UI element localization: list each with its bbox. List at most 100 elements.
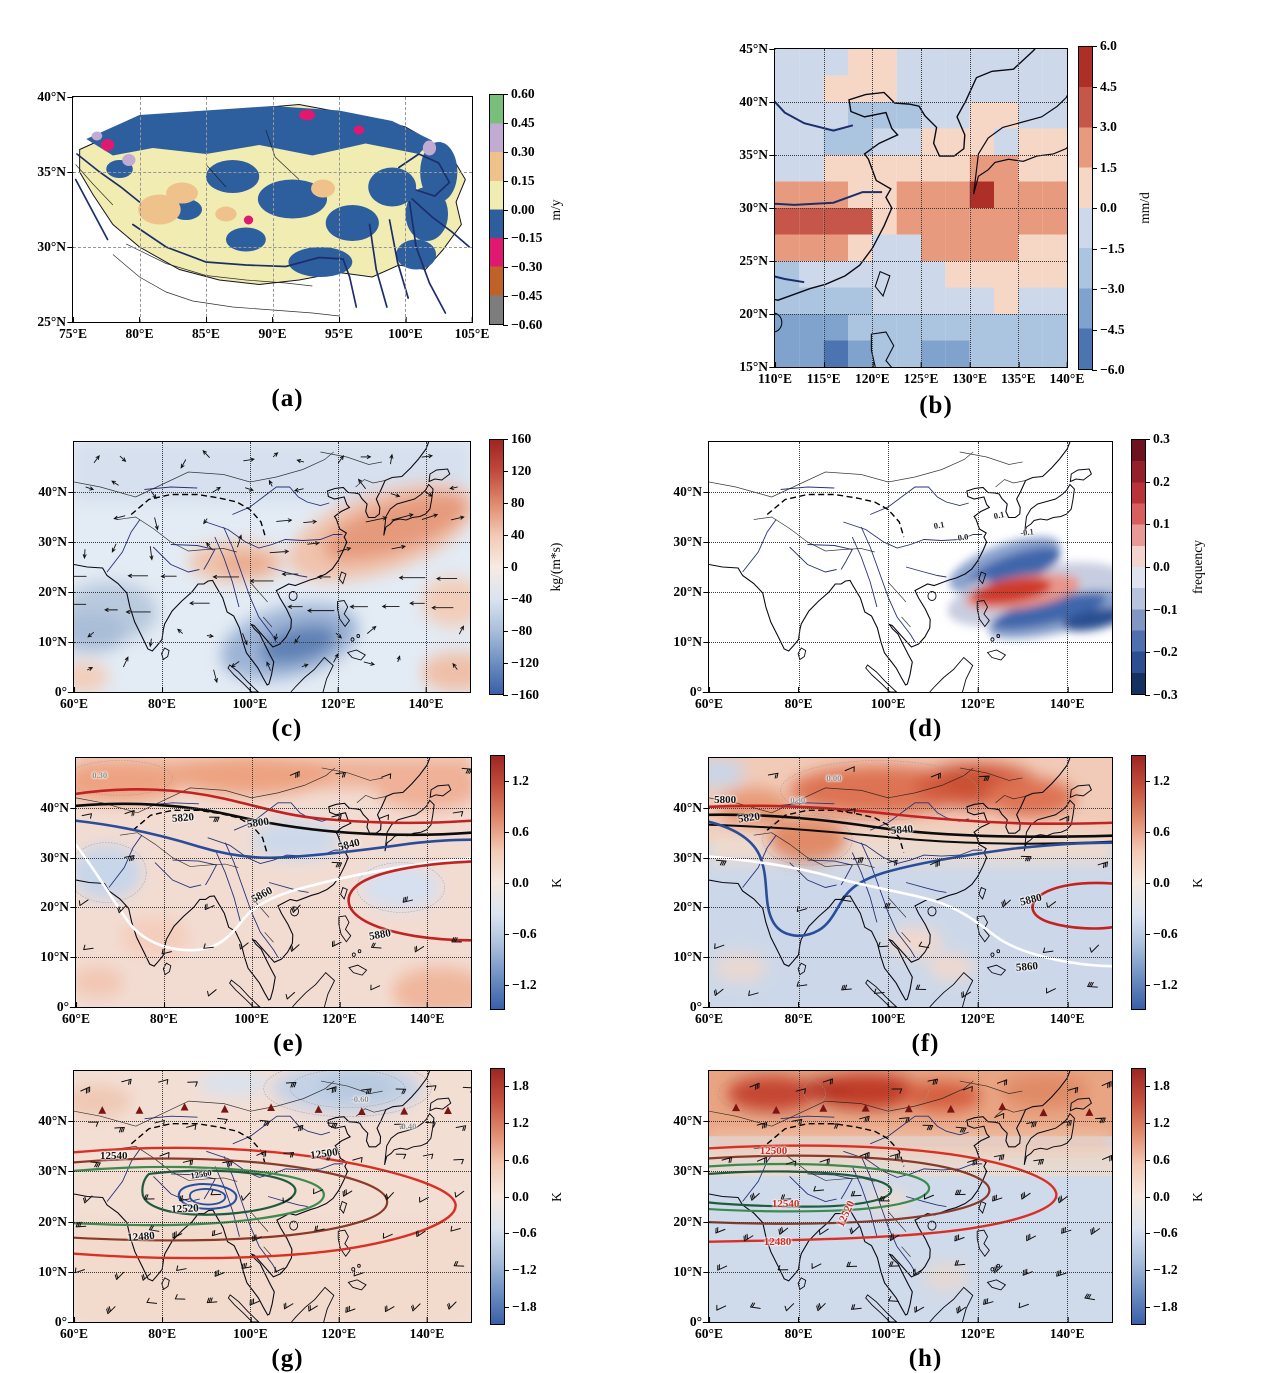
x-tick-label: 100°E [870, 1317, 906, 1341]
tibet-trend-map-art [73, 97, 472, 322]
x-tick-label: 80°E [784, 1317, 813, 1341]
y-tick-label: 15°N [739, 359, 775, 374]
map-z200-composite-2: 60°E 80°E 100°E 120°E 140°E 40°N 30°N 20°N 10°N 0… [673, 1070, 1113, 1341]
x-tick-label: 95°E [325, 317, 353, 341]
contour-label: 5860 [1015, 960, 1039, 975]
y-tick-label: 30°N [40, 849, 76, 865]
x-tick-label: 115°E [806, 362, 841, 386]
x-tick-label: 80°E [148, 687, 176, 711]
colorbar-tick-label: −1.2 [504, 976, 537, 992]
colorbar-unit: K [549, 1191, 564, 1202]
y-tick-label: 20°N [40, 899, 76, 915]
x-tick-label: 60°E [60, 687, 88, 711]
x-tick-label: 120°E [960, 1002, 995, 1026]
y-tick-label: 0° [54, 684, 75, 699]
x-tick-label: 105°E [454, 317, 490, 341]
x-tick-label: 140°E [409, 1317, 445, 1341]
colorbar-tick-label: −1.5 [1092, 240, 1125, 256]
contour-label: 0.00 [826, 772, 842, 783]
y-tick-label: 10°N [38, 1263, 74, 1279]
colorbar-unit: mm/d [1137, 192, 1152, 224]
colorbar-tick-label: 0.1 [1145, 516, 1170, 532]
x-tick-label: 120°E [960, 1317, 995, 1341]
x-tick-label: 60°E [60, 1317, 88, 1341]
colorbar-tick-label: 0.6 [504, 1151, 529, 1167]
y-tick-label: 30°N [37, 239, 73, 254]
x-tick-label: 140°E [1049, 687, 1085, 711]
colorbar-unit: frequency [1190, 540, 1205, 594]
colorbar-tick-label: −0.6 [1145, 925, 1178, 941]
y-tick-label: 40°N [38, 1113, 74, 1129]
contour-label: 12480 [127, 1229, 156, 1244]
z200-map-art-2 [709, 1071, 1112, 1322]
colorbar-e: 1.2 0.6 0.0 −0.6 −1.2 K [490, 755, 564, 1010]
y-tick-label: 20°N [673, 584, 709, 599]
y-tick-label: 40°N [673, 799, 709, 815]
map-tibet-trend: 75°E 80°E 85°E 90°E 95°E 100°E 105°E 40°N 35°N 30… [37, 89, 489, 341]
moisture-flux-map-art [74, 442, 470, 692]
contour-label: -0.1 [1020, 526, 1035, 538]
panel-caption: (b) [919, 392, 953, 419]
x-tick-label: 110°E [758, 362, 792, 386]
colorbar-unit: m/y [548, 198, 563, 221]
colorbar-tick-label: −1.2 [1145, 1262, 1178, 1277]
map-z500-composite-2: 60°E 80°E 100°E 120°E 140°E 40°N 30°N 20°N 10°N 0… [673, 757, 1113, 1026]
map-z500-composite-1: 60°E 80°E 100°E 120°E 140°E 40°N 30°N 20°N 10°N 0… [40, 757, 472, 1026]
x-tick-label: 80°E [125, 317, 154, 341]
colorbar-tick-label: −0.15 [502, 230, 543, 246]
colorbar-tick-label: −120 [503, 655, 539, 670]
x-tick-label: 100°E [233, 1317, 268, 1341]
colorbar-d: 0.3 0.2 0.1 0.0 −0.1 −0.2 −0.3 frequency [1131, 431, 1205, 702]
colorbar-tick-label: 0.6 [1145, 823, 1170, 839]
contour-label: -0.40 [398, 1121, 417, 1132]
z500-map-art-1 [76, 758, 471, 1007]
x-tick-label: 140°E [409, 1002, 445, 1026]
panel-c: 60°E 80°E 100°E 120°E 140°E 40°N 30°N 20°N 10°N 0… [38, 431, 563, 742]
y-tick-label: 0° [689, 1314, 710, 1329]
colorbar-g: 1.8 1.2 0.6 0.0 −0.6 −1.2 −1.8 K [490, 1068, 564, 1325]
x-tick-label: 60°E [62, 1002, 90, 1026]
z500-map-art-2 [709, 758, 1112, 1007]
y-tick-label: 20°N [673, 1213, 709, 1229]
panel-e: 60°E 80°E 100°E 120°E 140°E 40°N 30°N 20°N 10°N 0… [40, 755, 564, 1057]
colorbar-tick-label: −80 [502, 623, 533, 638]
colorbar-tick-label: 0.30 [503, 143, 535, 159]
y-tick-label: 20°N [673, 899, 709, 915]
colorbar-tick-label: −3.0 [1092, 281, 1125, 296]
y-tick-label: 40°N [673, 484, 709, 499]
x-tick-label: 120°E [960, 687, 995, 711]
precip-anomaly-map-art [775, 49, 1067, 367]
colorbar-tick-label: 0.0 [1145, 1188, 1170, 1204]
colorbar-tick-label: 1.2 [1145, 772, 1170, 788]
panel-caption: (f) [911, 1030, 940, 1057]
colorbar-tick-label: −160 [503, 687, 539, 702]
y-tick-label: 40°N [40, 799, 76, 815]
y-tick-label: 35°N [739, 146, 775, 162]
colorbar-tick-label: 1.2 [1145, 1114, 1170, 1130]
x-tick-label: 80°E [148, 1317, 177, 1341]
y-tick-label: 10°N [40, 949, 76, 965]
x-tick-label: 100°E [388, 317, 423, 341]
colorbar-tick-label: 1.2 [504, 772, 529, 788]
panel-h: 60°E 80°E 100°E 120°E 140°E 40°N 30°N 20°N 10°N 0… [673, 1068, 1205, 1372]
contour-label: 12520 [171, 1202, 200, 1216]
x-tick-label: 140°E [408, 687, 444, 711]
y-tick-label: 25°N [739, 253, 775, 268]
map-precip-anomaly: 110°E 115°E 120°E 125°E 130°E 135°E 140°E 45°N 4… [739, 41, 1084, 386]
x-tick-label: 130°E [952, 362, 987, 386]
contour-label: 12480 [763, 1235, 792, 1248]
colorbar-tick-label: −40 [502, 591, 533, 606]
y-tick-label: 0° [54, 1314, 75, 1329]
colorbar-tick-label: 0.0 [1145, 559, 1170, 574]
colorbar-tick-label: 0.6 [504, 823, 529, 839]
colorbar-unit: K [1190, 1191, 1205, 1202]
contour-label: 0.1 [992, 508, 1006, 521]
y-tick-label: 30°N [38, 534, 74, 549]
contour-label: 5800 [714, 794, 737, 807]
colorbar-f: 1.2 0.6 0.0 −0.6 −1.2 K [1131, 755, 1205, 1010]
colorbar-tick-label: 1.2 [504, 1114, 529, 1130]
y-tick-label: 20°N [38, 584, 74, 599]
x-tick-label: 125°E [903, 362, 939, 386]
colorbar-tick-label: 0.0 [1092, 200, 1117, 215]
